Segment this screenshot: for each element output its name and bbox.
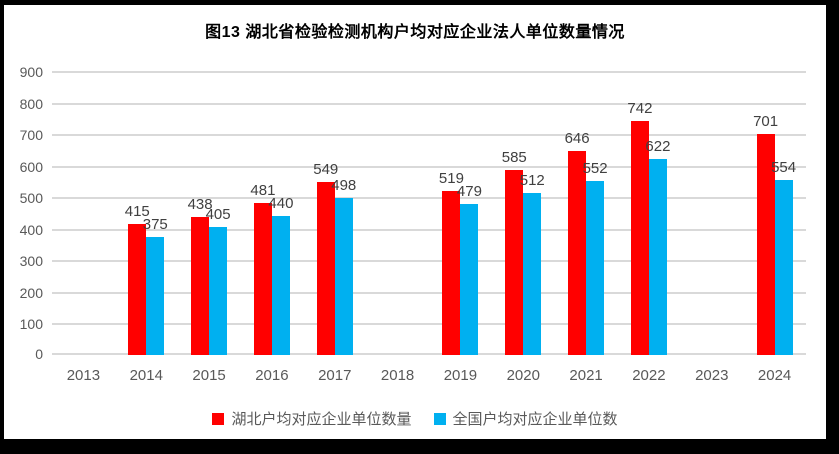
- x-tick-label: 2013: [66, 367, 101, 384]
- x-tick-label: 2015: [192, 367, 226, 384]
- bar-hubei-2014: [128, 224, 147, 355]
- bar-hubei-2022: [630, 121, 649, 355]
- x-tick-label: 2016: [255, 367, 289, 384]
- bar-value-label: 440: [268, 195, 294, 212]
- x-tick-label: 2017: [318, 367, 352, 384]
- bar-value-label: 646: [564, 130, 590, 147]
- legend-swatch-icon: [433, 412, 446, 425]
- legend-item-hubei: 湖北户均对应企业单位数量: [212, 408, 412, 429]
- bar-value-label: 498: [331, 177, 357, 194]
- x-tick-label: 2019: [443, 367, 478, 384]
- y-tick-label: 800: [19, 96, 43, 112]
- x-tick-label: 2014: [129, 367, 163, 384]
- bar-value-label: 519: [438, 170, 464, 187]
- x-tick-label: 2023: [695, 367, 729, 384]
- bar-value-label: 479: [456, 183, 482, 200]
- bar-value-label: 438: [187, 196, 213, 213]
- x-tick-label: 2024: [757, 367, 792, 384]
- gridline: [52, 353, 806, 355]
- plot-area: 0 100 200 300 400 500 600 700 800 900 2013 2014 415 3…: [20, 64, 806, 384]
- bar-hubei-2017: [316, 182, 335, 355]
- legend: 湖北户均对应企业单位数量 全国户均对应企业单位数: [4, 408, 826, 429]
- legend-swatch-icon: [212, 412, 225, 425]
- gridline: [52, 229, 806, 231]
- legend-label: 湖北户均对应企业单位数量: [231, 411, 412, 428]
- gridline: [52, 323, 806, 325]
- y-tick-label: 700: [19, 127, 43, 143]
- bar-value-label: 552: [582, 160, 608, 177]
- y-tick-label: 600: [19, 159, 43, 175]
- x-tick-label: 2020: [506, 367, 540, 384]
- bar-value-label: 549: [313, 161, 339, 178]
- gridline: [52, 103, 806, 105]
- x-tick-label: 2021: [569, 367, 603, 384]
- bar-hubei-2015: [191, 217, 210, 355]
- bar-national-2020: [523, 193, 542, 355]
- x-tick-label: 2018: [380, 367, 415, 384]
- y-tick-label: 0: [35, 346, 43, 362]
- legend-item-national: 全国户均对应企业单位数: [433, 408, 618, 429]
- bar-value-label: 622: [645, 138, 671, 155]
- bar-value-label: 405: [205, 206, 231, 223]
- bar-value-label: 554: [771, 159, 797, 176]
- bar-national-2016: [271, 216, 290, 355]
- bar-value-label: 415: [124, 203, 150, 220]
- bar-national-2022: [648, 159, 667, 355]
- bar-national-2019: [460, 204, 479, 355]
- bar-national-2014: [146, 237, 165, 355]
- bar-national-2017: [334, 198, 353, 355]
- bar-value-label: 585: [501, 149, 527, 166]
- y-tick-label: 500: [19, 190, 43, 206]
- gridline: [52, 292, 806, 294]
- legend-label: 全国户均对应企业单位数: [452, 411, 618, 428]
- gridline: [52, 134, 806, 136]
- bar-national-2021: [586, 181, 605, 355]
- bar-hubei-2016: [253, 203, 272, 355]
- y-tick-label: 200: [19, 285, 43, 301]
- bar-value-label: 481: [250, 182, 276, 199]
- gridline: [52, 197, 806, 199]
- bar-hubei-2024: [756, 134, 775, 355]
- bar-national-2024: [774, 180, 793, 355]
- bar-hubei-2021: [568, 151, 587, 355]
- y-tick-label: 900: [19, 64, 43, 80]
- bar-hubei-2019: [442, 191, 461, 355]
- y-tick-label: 100: [19, 316, 43, 332]
- y-tick-label: 300: [19, 253, 43, 269]
- x-tick-label: 2022: [632, 367, 666, 384]
- gridline: [52, 71, 806, 73]
- gridline: [52, 260, 806, 262]
- bar-value-label: 375: [142, 216, 168, 233]
- chart-frame: 图13 湖北省检验检测机构户均对应企业法人单位数量情况 0 100 200 300 40…: [4, 5, 826, 439]
- bar-hubei-2020: [505, 170, 524, 355]
- chart-title: 图13 湖北省检验检测机构户均对应企业法人单位数量情况: [205, 24, 625, 41]
- bar-value-label: 742: [627, 100, 653, 117]
- y-tick-label: 400: [19, 222, 43, 238]
- bar-value-label: 701: [753, 113, 779, 130]
- bar-value-label: 512: [519, 172, 545, 189]
- gridline: [52, 166, 806, 168]
- bar-national-2015: [209, 227, 228, 355]
